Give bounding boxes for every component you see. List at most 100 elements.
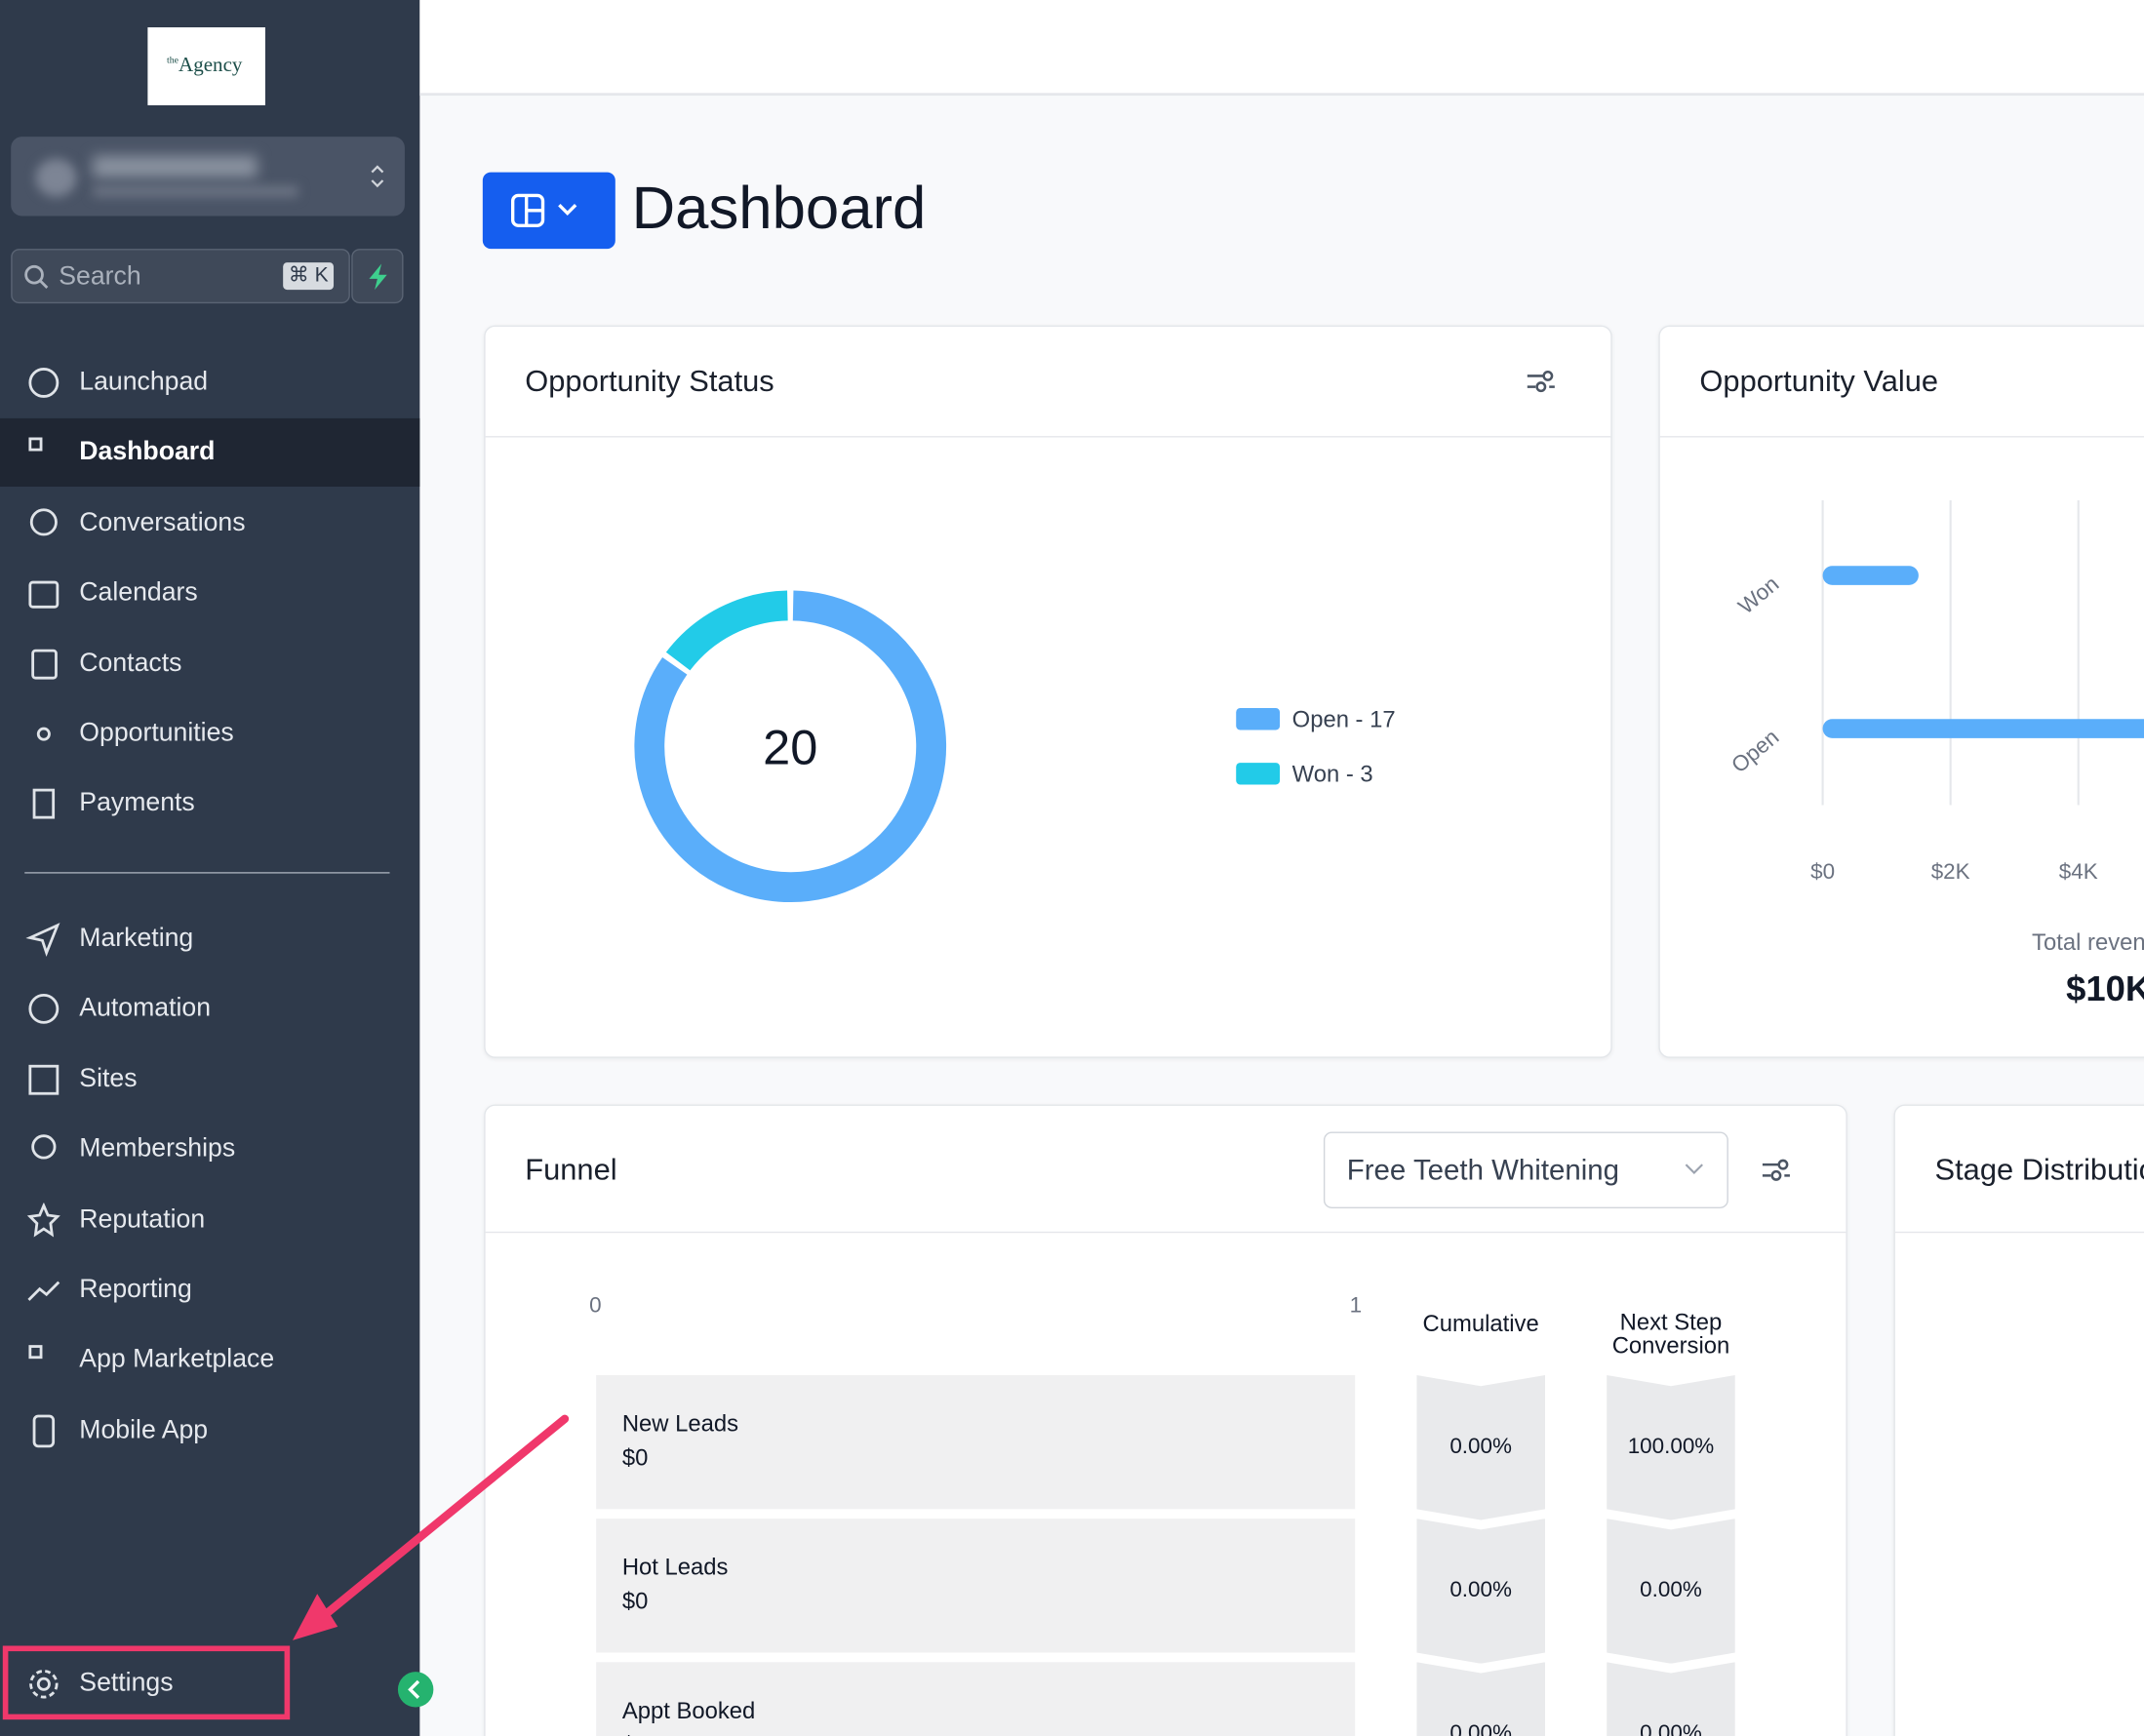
- nav-icon: [28, 1345, 43, 1360]
- nav-item[interactable]: Contacts: [0, 630, 419, 698]
- account-switcher[interactable]: [11, 137, 405, 217]
- collapse-icon: [408, 1679, 420, 1699]
- funnel-card: Funnel Free Teeth Whitening 0 1 Cumulati…: [484, 1104, 1847, 1736]
- nav-item[interactable]: Conversations: [0, 489, 419, 557]
- card-title: Opportunity Status: [525, 363, 774, 398]
- dropdown-chevron: [1685, 1164, 1703, 1175]
- nav-label: Memberships: [79, 1134, 236, 1164]
- filter-icon[interactable]: [1760, 1157, 1793, 1184]
- logo[interactable]: theAgency: [147, 27, 265, 105]
- nav-icon: [29, 508, 58, 536]
- card-divider: [485, 436, 1611, 438]
- conversion-value: 100.00%: [1627, 1435, 1715, 1459]
- settings-highlight: [2, 1645, 291, 1720]
- icon-shape: [25, 923, 60, 957]
- layout-icon: [510, 193, 577, 227]
- icon-shape: [32, 1414, 56, 1447]
- icon-shape: [28, 1064, 60, 1095]
- top-bar: [419, 0, 2144, 97]
- column-header: Next Step Conversion: [1611, 1309, 1730, 1360]
- nav-label: Payments: [79, 789, 195, 818]
- nav-item[interactable]: Dashboard: [0, 418, 420, 488]
- stage-name: Appt Booked: [621, 1697, 756, 1724]
- icon-shape: [26, 1202, 60, 1237]
- sidebar: theAgency Search ⌘ K Launchpad Dashboard C…: [0, 0, 420, 1736]
- account-name: [93, 155, 258, 178]
- stage-name: New Leads: [621, 1410, 739, 1438]
- account-sub: [93, 185, 298, 197]
- nav-icon: [31, 649, 58, 680]
- value-card: Opportunity Value $0 $2K $4K Won Open Total …: [1658, 325, 2144, 1058]
- card-divider: [485, 1231, 1846, 1234]
- nav-icon: [28, 368, 60, 398]
- filter-icon[interactable]: [1525, 368, 1558, 395]
- nav-icon: [31, 1134, 57, 1160]
- nav-item[interactable]: Calendars: [0, 560, 419, 628]
- conversion-cell: [1607, 1519, 1735, 1664]
- stage-card: Stage Distribution: [1893, 1104, 2144, 1736]
- card-title: Opportunity Value: [1699, 363, 1939, 398]
- nav-item[interactable]: Payments: [0, 770, 419, 839]
- legend-label: Won - 3: [1292, 762, 1373, 788]
- nav-label: Dashboard: [79, 438, 216, 467]
- x-tick-label: $4K: [2059, 859, 2098, 884]
- quick-action[interactable]: [351, 249, 404, 304]
- icon-shape: [36, 727, 51, 741]
- nav-label: Settings: [79, 1669, 174, 1698]
- y-tick-label: Won: [1733, 572, 1783, 619]
- funnel-row: [596, 1662, 1356, 1736]
- layout-switch[interactable]: [482, 172, 615, 250]
- search-placeholder: Search: [59, 262, 141, 292]
- nav-item[interactable]: Reputation: [0, 1186, 419, 1254]
- stage-value: $0: [622, 1732, 649, 1736]
- nav-item[interactable]: Automation: [0, 975, 419, 1044]
- axis-label: 1: [1349, 1294, 1363, 1319]
- nav-label: Contacts: [79, 649, 182, 678]
- nav-item[interactable]: Sites: [0, 1046, 419, 1114]
- nav-item[interactable]: App Marketplace: [0, 1326, 419, 1395]
- nav-icon: [28, 438, 43, 453]
- conversion-cell: [1607, 1662, 1735, 1736]
- funnel-dropdown[interactable]: Free Teeth Whitening: [1323, 1131, 1728, 1208]
- nav-item[interactable]: Marketing: [0, 905, 419, 973]
- nav-item[interactable]: Settings: [0, 1650, 419, 1718]
- dropdown-value: Free Teeth Whitening: [1346, 1155, 1620, 1187]
- nav-icon: [36, 727, 51, 741]
- conversion-cell: [1416, 1519, 1545, 1664]
- nav-label: Calendars: [79, 578, 198, 608]
- column-header: Cumulative: [1422, 1311, 1539, 1337]
- nav-icon: [26, 1202, 60, 1237]
- nav-label: Conversations: [79, 508, 246, 537]
- conversion-value: 0.00%: [1640, 1721, 1702, 1736]
- icon-shape: [28, 368, 60, 398]
- nav-icon: [28, 994, 60, 1025]
- icon-shape: [32, 789, 56, 820]
- avatar: [35, 158, 77, 197]
- icon-shape: [28, 438, 43, 453]
- donut-total: 20: [763, 719, 817, 774]
- icon-shape: [31, 649, 58, 680]
- nav-item[interactable]: Memberships: [0, 1116, 419, 1184]
- card-divider: [1894, 1231, 2144, 1234]
- conversion-value: 0.00%: [1449, 1435, 1512, 1459]
- conversion-cell: [1416, 1375, 1545, 1520]
- nav-item[interactable]: Launchpad: [0, 348, 419, 416]
- shortcut-badge: ⌘ K: [283, 262, 335, 291]
- conversion-value: 0.00%: [1449, 1578, 1512, 1602]
- status-card: Opportunity Status Open - 17 Won - 3 20: [484, 325, 1612, 1058]
- nav-item[interactable]: Opportunities: [0, 700, 419, 769]
- card-divider: [1659, 436, 2144, 438]
- search-box[interactable]: Search ⌘ K: [11, 249, 350, 304]
- nav-icon: [28, 580, 60, 609]
- nav-label: Launchpad: [79, 368, 209, 397]
- donut-segment: [665, 590, 789, 671]
- bar-chart: $0 $2K $4K Won Open: [1727, 499, 2144, 884]
- bar: [1822, 719, 2144, 738]
- nav-item[interactable]: Reporting: [0, 1256, 419, 1324]
- nav-icon: [32, 789, 56, 820]
- nav-item[interactable]: Mobile App: [0, 1397, 419, 1465]
- funnel-row: [596, 1519, 1356, 1653]
- nav-icon: [25, 923, 60, 957]
- collapse-button[interactable]: [397, 1672, 434, 1708]
